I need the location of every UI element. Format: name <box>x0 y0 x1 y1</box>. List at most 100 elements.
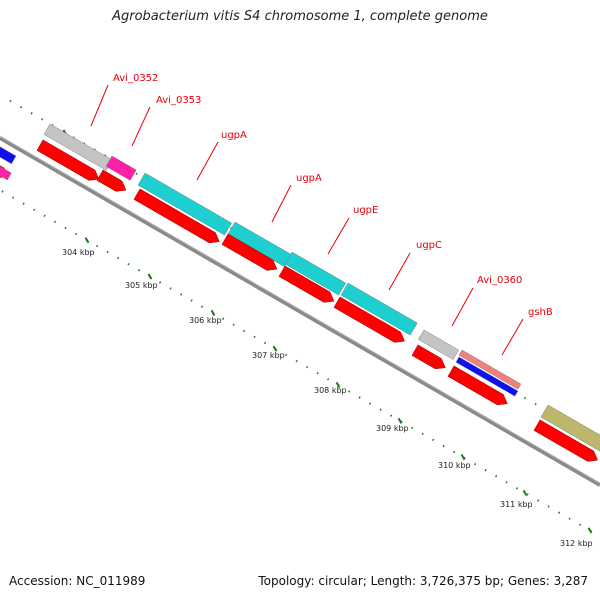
cds-arrow-avi0352[interactable] <box>36 139 102 184</box>
gene-label-leader <box>388 252 411 291</box>
gene-label[interactable]: Avi_0352 <box>113 73 158 84</box>
gene-label[interactable]: gshB <box>528 307 553 318</box>
scale-label: 304 kbp <box>62 248 95 257</box>
tick-mark <box>19 105 23 109</box>
tick-mark <box>368 402 372 405</box>
gene-label-leader <box>271 184 292 223</box>
topology-label: Topology: circular; Length: 3,726,375 bp… <box>258 574 588 588</box>
scale-label: 310 kbp <box>438 461 471 470</box>
tick-mark <box>379 408 382 411</box>
tick-mark <box>22 202 25 205</box>
feature-bar-avi0353[interactable] <box>105 155 137 181</box>
tick-mark <box>221 317 225 320</box>
feature-bar-olive-right[interactable] <box>540 404 600 453</box>
feature-bar-gshB-blue[interactable] <box>455 356 519 397</box>
tick-mark <box>1 190 4 193</box>
tick-mark <box>135 172 138 176</box>
tick-mark <box>9 99 12 103</box>
tick-mark <box>253 335 256 339</box>
scale-label: 312 kbp <box>560 539 593 548</box>
tick-mark <box>200 305 204 308</box>
scale-label: 305 kbp <box>125 281 158 290</box>
tick-mark <box>534 402 537 406</box>
tick-mark <box>347 390 351 393</box>
cds-arrow-ugpE[interactable] <box>278 265 337 306</box>
cds-arrow-ugpC[interactable] <box>333 296 408 346</box>
major-tick <box>272 345 278 352</box>
tick-mark <box>137 269 141 272</box>
tick-mark <box>74 232 78 236</box>
gene-label[interactable]: ugpC <box>416 240 442 251</box>
gene-label-leader <box>196 141 219 181</box>
feature-bar-gshB-salmon[interactable] <box>458 349 522 390</box>
tick-mark <box>32 208 36 211</box>
scale-label: 309 kbp <box>376 424 409 433</box>
feature-bar-ugpA-1[interactable] <box>137 172 232 236</box>
tick-mark <box>316 372 319 375</box>
tick-mark <box>431 438 435 442</box>
feature-bar-pink-left[interactable] <box>0 162 12 181</box>
tick-mark <box>494 475 498 478</box>
tick-mark <box>568 517 571 520</box>
cds-arrow-ugpA-1[interactable] <box>133 188 222 247</box>
tick-mark <box>95 244 99 248</box>
backbone-line <box>0 136 600 487</box>
tick-mark <box>547 505 550 508</box>
gene-label[interactable]: ugpA <box>221 130 247 141</box>
tick-mark <box>190 299 193 302</box>
tick-mark <box>53 220 57 224</box>
inner-tick-row <box>1 190 592 532</box>
tick-mark <box>30 112 33 115</box>
feature-bar-ugpE[interactable] <box>284 251 346 296</box>
tick-mark <box>295 359 298 363</box>
tick-mark <box>263 341 267 345</box>
tick-mark <box>389 414 393 417</box>
gene-label-leader <box>451 287 474 327</box>
cds-arrow-gshB[interactable] <box>447 365 510 409</box>
tick-mark <box>158 281 162 284</box>
gene-label[interactable]: ugpA <box>296 173 322 184</box>
tick-mark <box>64 226 67 230</box>
cds-arrow-ugpA-2[interactable] <box>221 233 280 274</box>
gene-label[interactable]: Avi_0360 <box>477 275 522 286</box>
cds-arrow-avi0353[interactable] <box>96 169 129 195</box>
scale-label: 307 kbp <box>252 351 285 360</box>
tick-mark <box>505 481 508 484</box>
tick-mark <box>242 329 246 333</box>
cds-arrow-avi0360[interactable] <box>411 344 448 373</box>
tick-mark <box>578 523 582 526</box>
tick-mark <box>358 396 361 399</box>
tick-mark <box>232 323 235 327</box>
tick-mark <box>116 256 120 260</box>
tick-mark <box>536 499 540 502</box>
major-tick <box>397 417 403 424</box>
gene-label[interactable]: Avi_0353 <box>156 95 201 106</box>
major-tick <box>147 273 153 280</box>
tick-mark <box>326 378 330 381</box>
map-title: Agrobacterium vitis S4 chromosome 1, com… <box>112 9 488 24</box>
tick-mark <box>473 462 477 466</box>
tick-mark <box>526 493 529 496</box>
tick-mark <box>515 487 519 490</box>
feature-bar-avi0360[interactable] <box>418 329 459 360</box>
tick-mark <box>284 353 288 357</box>
feature-bar-ugpC[interactable] <box>340 282 418 336</box>
major-tick <box>84 237 90 244</box>
tick-mark <box>106 250 109 254</box>
scale-label: 306 kbp <box>189 316 222 325</box>
major-tick <box>335 381 341 389</box>
tick-mark <box>484 468 487 472</box>
tick-mark <box>11 196 15 199</box>
tick-mark <box>169 287 172 290</box>
tick-mark <box>421 432 424 436</box>
scale-label: 308 kbp <box>314 386 347 395</box>
tick-mark <box>40 118 44 121</box>
gene-label[interactable]: ugpE <box>353 205 378 216</box>
tick-mark <box>305 365 309 369</box>
feature-bar-blue-left[interactable] <box>0 140 17 165</box>
major-tick <box>210 309 216 317</box>
cds-arrow-right[interactable] <box>533 419 600 465</box>
scale-label: 311 kbp <box>500 500 533 509</box>
tick-mark <box>43 214 46 217</box>
